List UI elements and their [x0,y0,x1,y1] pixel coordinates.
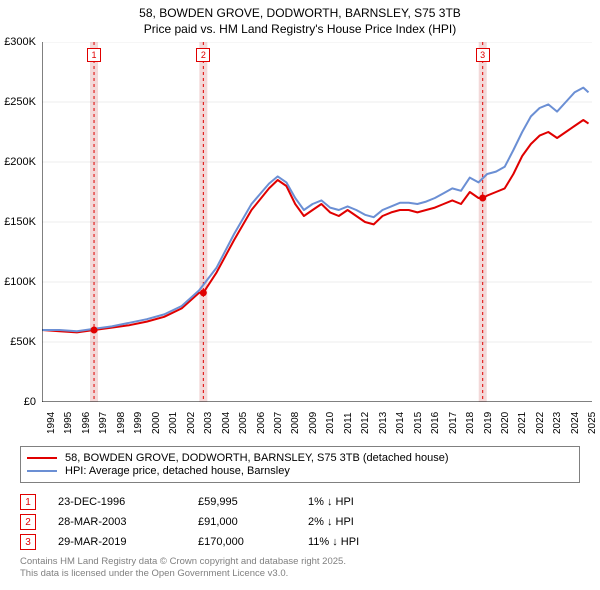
marker-badge: 2 [20,514,36,530]
y-tick-label: £100K [4,276,36,288]
y-tick-label: £250K [4,96,36,108]
x-tick-label: 1998 [116,412,127,434]
x-tick-label: 2019 [483,412,494,434]
x-tick-label: 2025 [587,412,598,434]
marker-row: 3 29-MAR-2019 £170,000 11% ↓ HPI [20,532,580,552]
y-tick-label: £0 [24,396,36,408]
chart-title: 58, BOWDEN GROVE, DODWORTH, BARNSLEY, S7… [0,0,600,37]
x-tick-label: 2011 [343,412,354,434]
legend-swatch [27,457,57,459]
footer-line-1: Contains HM Land Registry data © Crown c… [20,556,346,568]
y-tick-label: £150K [4,216,36,228]
legend-label: 58, BOWDEN GROVE, DODWORTH, BARNSLEY, S7… [65,452,449,464]
x-tick-label: 2016 [430,412,441,434]
x-tick-label: 2005 [238,412,249,434]
x-tick-label: 2007 [273,412,284,434]
x-tick-label: 2001 [168,412,179,434]
marker-row: 1 23-DEC-1996 £59,995 1% ↓ HPI [20,492,580,512]
marker-diff: 11% ↓ HPI [308,536,408,548]
x-tick-label: 1996 [81,412,92,434]
y-axis-labels: £0£50K£100K£150K£200K£250K£300K [0,42,40,402]
chart-plot-area [42,42,592,402]
marker-date: 28-MAR-2003 [58,516,198,528]
marker-price: £91,000 [198,516,308,528]
marker-diff: 2% ↓ HPI [308,516,408,528]
marker-date: 29-MAR-2019 [58,536,198,548]
x-tick-label: 1994 [46,412,57,434]
x-tick-label: 1999 [133,412,144,434]
x-tick-label: 2015 [413,412,424,434]
x-tick-label: 2023 [552,412,563,434]
x-tick-label: 2000 [151,412,162,434]
x-tick-label: 1997 [98,412,109,434]
marker-diff: 1% ↓ HPI [308,496,408,508]
title-line-2: Price paid vs. HM Land Registry's House … [0,22,600,38]
x-tick-label: 2004 [221,412,232,434]
marker-badge: 1 [20,494,36,510]
chart-marker-badge: 3 [476,48,490,62]
x-tick-label: 2012 [360,412,371,434]
marker-price: £170,000 [198,536,308,548]
x-tick-label: 2017 [448,412,459,434]
x-tick-label: 2002 [186,412,197,434]
title-line-1: 58, BOWDEN GROVE, DODWORTH, BARNSLEY, S7… [0,6,600,22]
x-tick-label: 2021 [517,412,528,434]
legend-swatch [27,470,57,472]
chart-marker-badge: 2 [196,48,210,62]
legend-item: HPI: Average price, detached house, Barn… [27,465,573,477]
x-tick-label: 1995 [63,412,74,434]
legend-label: HPI: Average price, detached house, Barn… [65,465,290,477]
marker-date: 23-DEC-1996 [58,496,198,508]
x-tick-label: 2003 [203,412,214,434]
x-tick-label: 2020 [500,412,511,434]
footer-attribution: Contains HM Land Registry data © Crown c… [20,556,346,581]
y-tick-label: £200K [4,156,36,168]
marker-price: £59,995 [198,496,308,508]
legend: 58, BOWDEN GROVE, DODWORTH, BARNSLEY, S7… [20,446,580,483]
x-tick-label: 2009 [308,412,319,434]
marker-row: 2 28-MAR-2003 £91,000 2% ↓ HPI [20,512,580,532]
chart-container: 58, BOWDEN GROVE, DODWORTH, BARNSLEY, S7… [0,0,600,590]
x-tick-label: 2018 [465,412,476,434]
footer-line-2: This data is licensed under the Open Gov… [20,568,346,580]
legend-item: 58, BOWDEN GROVE, DODWORTH, BARNSLEY, S7… [27,452,573,464]
x-tick-label: 2010 [325,412,336,434]
y-tick-label: £300K [4,36,36,48]
chart-svg [42,42,592,402]
x-tick-label: 2013 [378,412,389,434]
marker-badge: 3 [20,534,36,550]
x-tick-label: 2024 [570,412,581,434]
chart-marker-badge: 1 [87,48,101,62]
x-tick-label: 2014 [395,412,406,434]
x-axis-labels: 1994 1995 1996 1997 1998 1999 2000 2001 2002 2003… [42,404,592,444]
marker-table: 1 23-DEC-1996 £59,995 1% ↓ HPI 2 28-MAR-… [20,492,580,552]
x-tick-label: 2022 [535,412,546,434]
y-tick-label: £50K [10,336,36,348]
x-tick-label: 2006 [256,412,267,434]
x-tick-label: 2008 [290,412,301,434]
